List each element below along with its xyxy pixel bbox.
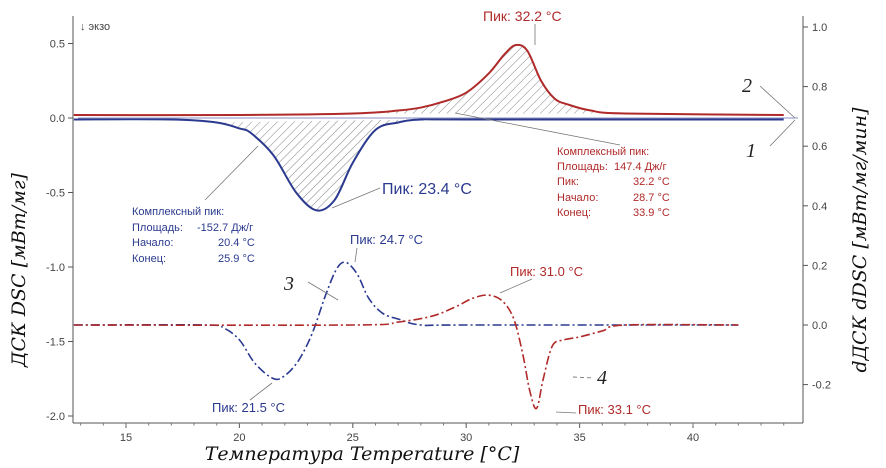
- svg-text:28.7 °C: 28.7 °C: [633, 192, 670, 204]
- y-right-tick-label: -0.2: [812, 380, 831, 392]
- y-right-tick-label: 0.6: [812, 141, 827, 153]
- peak-label-21-5: Пик: 21.5 °C: [212, 400, 285, 415]
- peak-label-24-7: Пик: 24.7 °C: [350, 232, 423, 247]
- curve-2: [73, 43, 784, 117]
- curve-label-4: 4: [597, 367, 607, 389]
- leader-line: [307, 281, 339, 301]
- y-right-tick-label: 1.0: [812, 22, 827, 34]
- x-tick-label: 15: [120, 432, 132, 444]
- leader-line: [249, 382, 273, 401]
- curve-label-1: 1: [746, 140, 756, 162]
- y-axis-left-label: ДСК DSC [мВт/мг]: [8, 172, 30, 367]
- leader-line-4: [572, 376, 595, 379]
- curve-label-2: 2: [742, 75, 752, 97]
- curve-1: [73, 118, 784, 212]
- leader-line: [759, 85, 796, 119]
- y-left-tick-label: -2.0: [46, 411, 65, 423]
- exo-label: ↓ экзо: [80, 21, 110, 33]
- leader-line: [555, 411, 577, 414]
- leader-line: [499, 278, 533, 294]
- curve-3: [73, 261, 739, 381]
- svg-text:Комплексный пик:: Комплексный пик:: [132, 206, 224, 218]
- y-right-tick-label: 0.0: [812, 320, 827, 332]
- x-tick-label: 40: [687, 432, 699, 444]
- curves: [73, 43, 798, 410]
- x-tick-label: 35: [573, 432, 585, 444]
- peak-area-2: [352, 44, 625, 114]
- peak-area-1: [216, 119, 421, 211]
- x-axis-label: Температура Temperature [°C]: [205, 443, 520, 465]
- y-right-tick-label: 0.8: [812, 82, 827, 94]
- svg-text:147.4 Дж/г: 147.4 Дж/г: [614, 161, 666, 173]
- curve-label-3: 3: [283, 273, 294, 295]
- svg-text:Пик:: Пик:: [557, 176, 579, 188]
- peak-label-33-1: Пик: 33.1 °C: [578, 402, 651, 417]
- leader-line: [204, 145, 259, 201]
- svg-text:32.2 °C: 32.2 °C: [633, 176, 670, 188]
- peak-label-23-4: Пик: 23.4 °C: [382, 181, 472, 198]
- svg-text:Площадь:: Площадь:: [557, 161, 608, 173]
- curve-4: [73, 294, 739, 410]
- svg-text:Площадь:: Площадь:: [132, 222, 183, 234]
- leader-lines: [204, 24, 796, 414]
- leader-line: [769, 119, 796, 147]
- y-left-tick-label: -1.5: [46, 337, 65, 349]
- y-right-tick-label: 0.4: [812, 201, 827, 213]
- leader-line: [454, 112, 621, 146]
- svg-text:Конец:: Конец:: [132, 253, 166, 265]
- blue-peak-info-box: Комплексный пик: Площадь: -152.7 Дж/г На…: [132, 206, 255, 265]
- svg-text:Начало:: Начало:: [132, 237, 173, 249]
- red-peak-info-box: Комплексный пик: Площадь: 147.4 Дж/г Пик…: [557, 146, 670, 219]
- leader-line: [354, 247, 358, 263]
- peak-label-31-0: Пик: 31.0 °C: [510, 264, 583, 279]
- x-tick-label: 25: [347, 432, 359, 444]
- peak-area-fills: [216, 44, 625, 211]
- y-left-tick-label: 0.5: [50, 39, 65, 51]
- svg-text:25.9 °C: 25.9 °C: [218, 253, 255, 265]
- y-left-tick-label: -0.5: [46, 188, 65, 200]
- y-left-tick-label: -1.0: [46, 262, 65, 274]
- svg-text:33.9 °C: 33.9 °C: [633, 207, 670, 219]
- axes: 15 20 25 30 35 40 0.5 0.0 -0.5 -1.0 -1.5 -2.0 1.0 0.8…: [46, 16, 831, 444]
- svg-text:Начало:: Начало:: [557, 192, 598, 204]
- peak-label-32-2: Пик: 32.2 °C: [483, 8, 562, 24]
- svg-text:Конец:: Конец:: [557, 207, 591, 219]
- y-left-tick-label: 0.0: [50, 113, 65, 125]
- x-tick-label: 30: [460, 432, 472, 444]
- y-right-tick-label: 0.2: [812, 260, 827, 272]
- x-tick-label: 20: [233, 432, 245, 444]
- leader-line: [331, 187, 381, 209]
- svg-text:20.4 °C: 20.4 °C: [218, 237, 255, 249]
- svg-text:-152.7 Дж/г: -152.7 Дж/г: [197, 222, 253, 234]
- y-axis-right-label: dДСК dDSC [мВт/мг/мин]: [849, 107, 871, 373]
- svg-text:Комплексный пик:: Комплексный пик:: [557, 146, 649, 158]
